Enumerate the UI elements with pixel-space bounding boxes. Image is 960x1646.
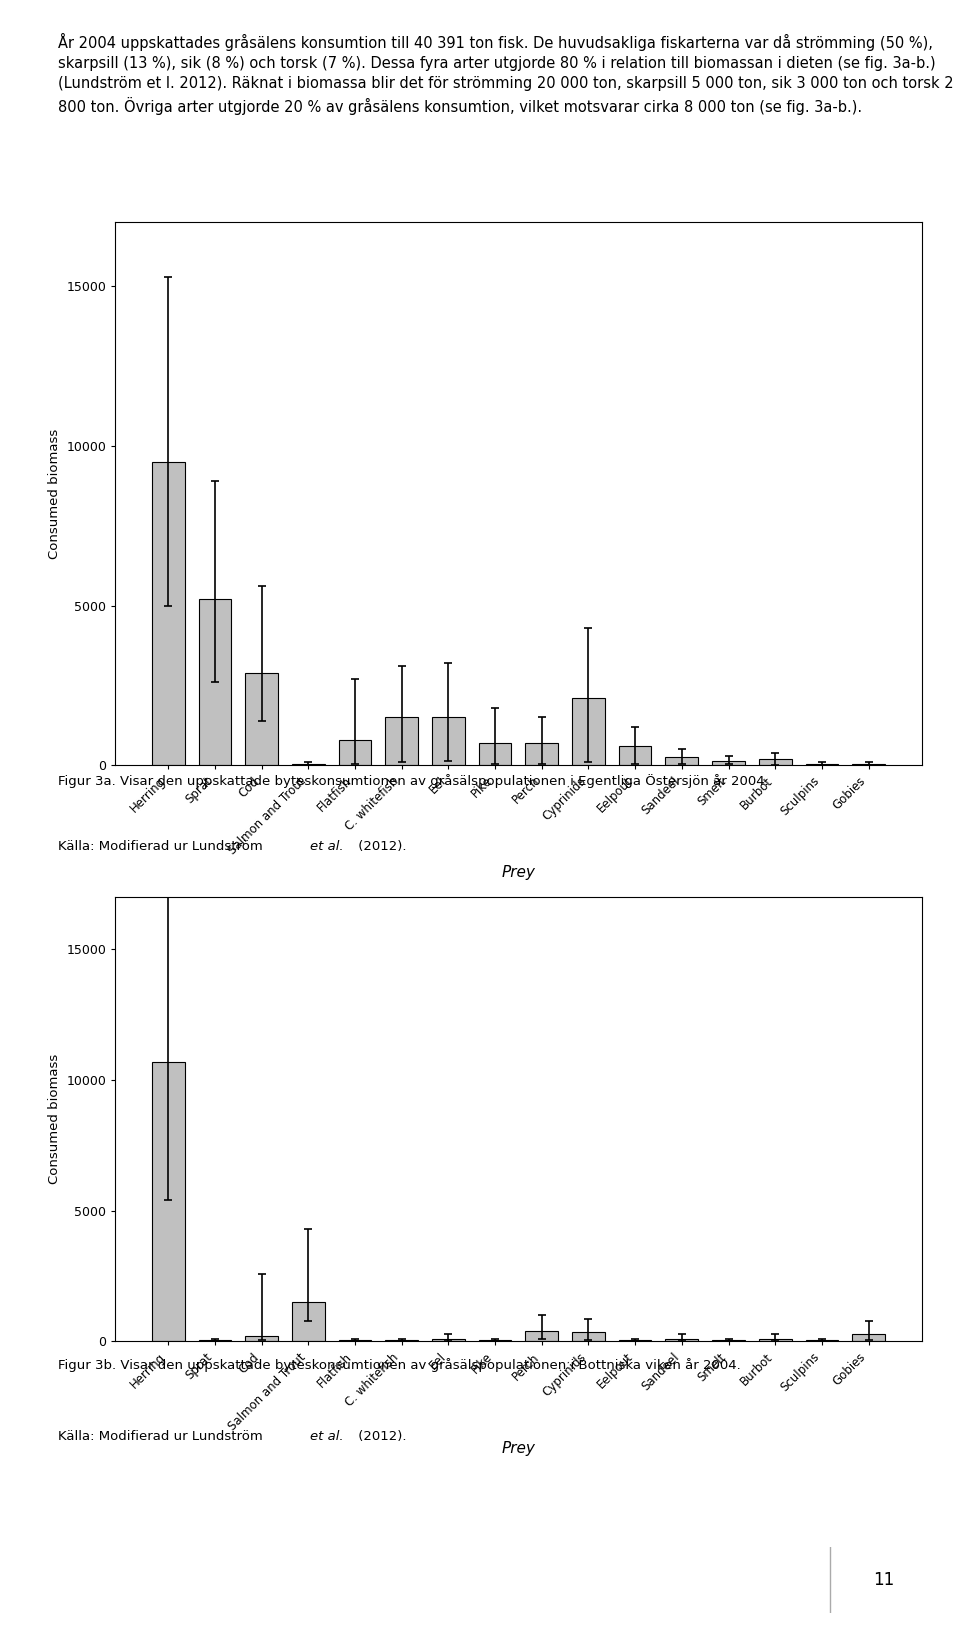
Y-axis label: Consumed biomass: Consumed biomass xyxy=(48,1053,60,1185)
Bar xyxy=(152,1062,184,1341)
Bar xyxy=(665,757,698,765)
Text: År 2004 uppskattades gråsälens konsumtion till 40 391 ton fisk. De huvudsakliga : År 2004 uppskattades gråsälens konsumtio… xyxy=(58,33,953,115)
Bar xyxy=(152,463,184,765)
Text: et al.: et al. xyxy=(310,839,344,853)
Bar xyxy=(385,718,418,765)
Bar xyxy=(479,742,512,765)
Text: et al.: et al. xyxy=(310,1429,344,1442)
Text: Figur 3b. Visar den uppskattade byteskonsumtionen av gråsälspopulationen i Bottn: Figur 3b. Visar den uppskattade byteskon… xyxy=(58,1358,740,1371)
Bar xyxy=(245,673,278,765)
Bar xyxy=(712,760,745,765)
Text: 11: 11 xyxy=(874,1572,895,1588)
Bar xyxy=(758,1338,792,1341)
Bar xyxy=(619,746,652,765)
Text: Källa: Modifierad ur Lundström: Källa: Modifierad ur Lundström xyxy=(58,839,267,853)
Bar xyxy=(432,1338,465,1341)
Text: Källa: Modifierad ur Lundström: Källa: Modifierad ur Lundström xyxy=(58,1429,267,1442)
Bar xyxy=(292,1302,324,1341)
Bar xyxy=(572,698,605,765)
Bar xyxy=(758,759,792,765)
Text: (2012).: (2012). xyxy=(354,1429,406,1442)
Bar xyxy=(665,1338,698,1341)
Text: Figur 3a. Visar den uppskattade byteskonsumtionen av gråsälspopulationen i Egent: Figur 3a. Visar den uppskattade byteskon… xyxy=(58,774,768,787)
Bar xyxy=(245,1337,278,1341)
Bar xyxy=(525,742,558,765)
Bar xyxy=(572,1332,605,1341)
X-axis label: Prey: Prey xyxy=(501,1442,536,1457)
Y-axis label: Consumed biomass: Consumed biomass xyxy=(48,428,60,560)
Text: (2012).: (2012). xyxy=(354,839,406,853)
Bar xyxy=(525,1332,558,1341)
X-axis label: Prey: Prey xyxy=(501,866,536,881)
Bar xyxy=(432,718,465,765)
Bar xyxy=(339,739,372,765)
Bar xyxy=(199,599,231,765)
Bar xyxy=(852,1333,885,1341)
